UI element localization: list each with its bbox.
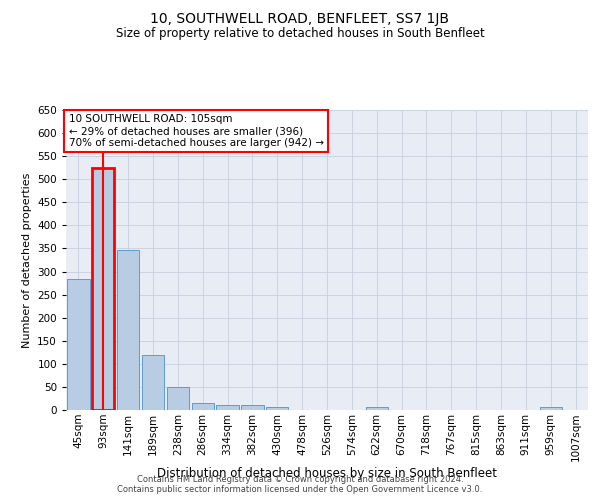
- Y-axis label: Number of detached properties: Number of detached properties: [22, 172, 32, 348]
- Text: 10 SOUTHWELL ROAD: 105sqm
← 29% of detached houses are smaller (396)
70% of semi: 10 SOUTHWELL ROAD: 105sqm ← 29% of detac…: [68, 114, 323, 148]
- Bar: [92, 168, 115, 410]
- Bar: [167, 388, 189, 410]
- Text: Contains HM Land Registry data © Crown copyright and database right 2024.
Contai: Contains HM Land Registry data © Crown c…: [118, 474, 482, 494]
- Text: 10, SOUTHWELL ROAD, BENFLEET, SS7 1JB: 10, SOUTHWELL ROAD, BENFLEET, SS7 1JB: [151, 12, 449, 26]
- X-axis label: Distribution of detached houses by size in South Benfleet: Distribution of detached houses by size …: [157, 467, 497, 480]
- Bar: [217, 405, 239, 410]
- Bar: [142, 354, 164, 410]
- Bar: [266, 407, 289, 410]
- Bar: [117, 250, 139, 410]
- Bar: [67, 280, 89, 410]
- Bar: [539, 407, 562, 410]
- Text: Size of property relative to detached houses in South Benfleet: Size of property relative to detached ho…: [116, 28, 484, 40]
- Bar: [191, 402, 214, 410]
- Bar: [241, 406, 263, 410]
- Bar: [365, 407, 388, 410]
